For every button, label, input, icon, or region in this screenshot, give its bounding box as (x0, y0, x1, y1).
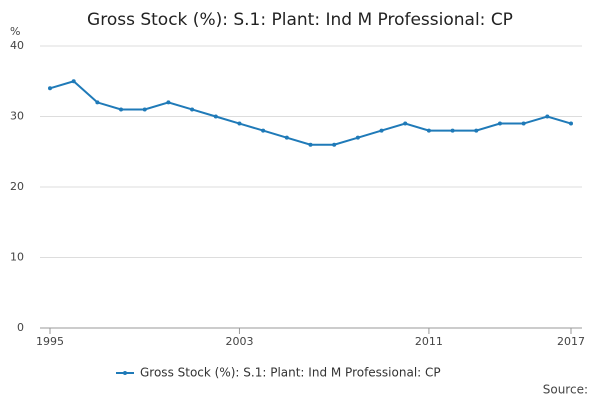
point (403, 121, 408, 126)
point (261, 128, 266, 133)
point (71, 79, 76, 84)
point (142, 107, 147, 112)
x-tick-label: 1995 (36, 335, 64, 348)
point (545, 114, 550, 119)
y-tick-label: 10 (10, 251, 24, 264)
point (190, 107, 195, 112)
x-tick-label: 2017 (557, 335, 585, 348)
point (308, 142, 313, 147)
chart-title: Gross Stock (%): S.1: Plant: Ind M Profe… (87, 10, 513, 30)
point (237, 121, 242, 126)
series-line (49, 80, 572, 146)
point (332, 142, 337, 147)
point (569, 121, 573, 126)
legend-label: Gross Stock (%): S.1: Plant: Ind M Profe… (140, 366, 441, 380)
point (426, 128, 431, 133)
point (213, 114, 218, 119)
y-axis-label: % (10, 25, 20, 38)
source: Source: (543, 383, 588, 397)
x-tick-label: 2003 (225, 335, 253, 348)
point (497, 121, 502, 126)
point (521, 121, 526, 126)
point (48, 86, 52, 91)
y-tick-label: 30 (10, 110, 24, 123)
point (284, 135, 289, 140)
y-tick-label: 40 (10, 39, 24, 52)
point (166, 100, 171, 105)
legend-marker (123, 371, 127, 375)
point (119, 107, 124, 112)
point (355, 135, 360, 140)
point (95, 100, 100, 105)
point (379, 128, 384, 133)
y-tick-label: 0 (17, 321, 24, 334)
y-tick-label: 20 (10, 180, 24, 193)
point (450, 128, 455, 133)
point (474, 128, 479, 133)
x-tick-label: 2011 (415, 335, 443, 348)
